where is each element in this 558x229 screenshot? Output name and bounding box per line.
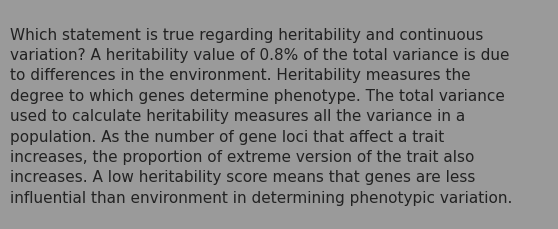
Text: Which statement is true regarding heritability and continuous
variation? A herit: Which statement is true regarding herita…: [10, 27, 512, 205]
